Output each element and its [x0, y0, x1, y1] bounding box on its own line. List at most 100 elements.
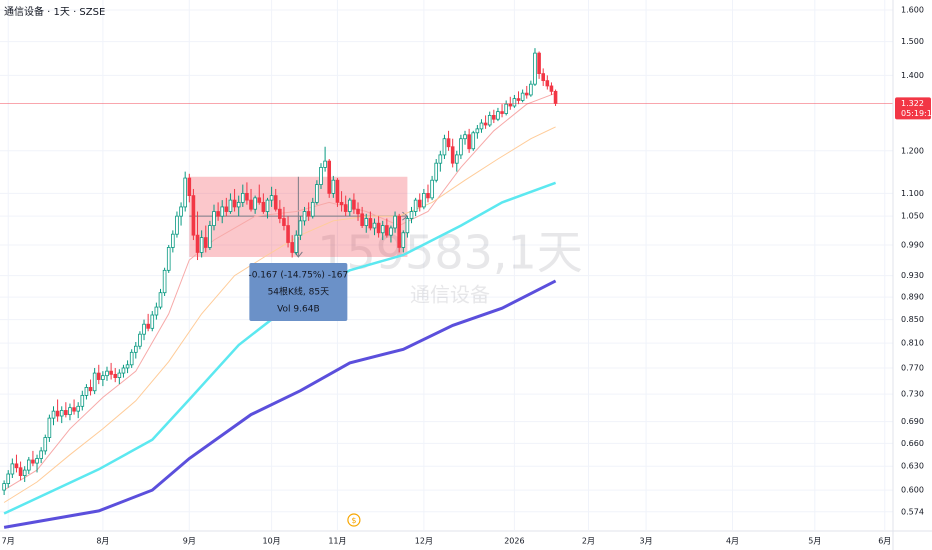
candle-body: [294, 234, 299, 253]
candle-body: [208, 225, 212, 248]
candle-body: [508, 103, 513, 107]
candle-body: [282, 218, 286, 226]
candle-body: [364, 218, 369, 226]
candle-body: [331, 179, 336, 194]
candle-body: [101, 375, 105, 380]
measure-tooltip-text: 54根K线, 85天: [268, 285, 330, 297]
candle-body: [166, 247, 171, 271]
candle-body: [175, 215, 179, 235]
candle-body: [417, 199, 422, 208]
event-marker-label: $: [351, 516, 356, 525]
candle-body: [553, 90, 558, 104]
candle-body: [64, 410, 68, 416]
candle-body: [278, 208, 282, 219]
x-tick-label: 6月: [878, 537, 891, 546]
moving-average: [3, 92, 556, 491]
watermark-subtitle: 通信设备: [410, 283, 490, 307]
candle-body: [438, 154, 443, 164]
candle-body: [245, 192, 249, 201]
candle-body: [125, 364, 130, 369]
candle-body: [302, 211, 307, 222]
candle-body: [14, 463, 19, 469]
candle-body: [504, 103, 508, 114]
y-tick-label: 0.660: [901, 439, 924, 448]
candle-body: [92, 372, 97, 392]
candle-body: [212, 211, 216, 226]
candle-body: [43, 437, 48, 452]
x-tick-label: 3月: [640, 537, 653, 546]
candle-body: [516, 98, 521, 101]
candle-body: [352, 199, 356, 210]
candle-body: [249, 199, 253, 210]
y-tick-label: 0.630: [901, 462, 924, 471]
candle-body: [409, 211, 414, 219]
y-tick-label: 1.600: [901, 5, 924, 14]
candle-body: [269, 195, 274, 201]
candle-body: [310, 201, 315, 217]
y-tick-label: 1.050: [901, 212, 924, 221]
candle-body: [393, 215, 397, 229]
x-tick-label: 12月: [415, 537, 433, 546]
candle-body: [154, 306, 159, 316]
candle-body: [240, 192, 245, 203]
y-tick-label: 1.200: [901, 146, 924, 155]
candle-body: [512, 98, 517, 107]
candle-body: [459, 138, 463, 156]
candle-body: [199, 237, 204, 253]
candle-body: [47, 417, 52, 438]
y-tick-label: 0.810: [901, 339, 924, 348]
x-tick-label: 9月: [183, 537, 196, 546]
x-tick-label: 11月: [328, 537, 346, 546]
y-tick-label: 0.690: [901, 417, 924, 426]
candle-body: [442, 138, 447, 156]
measure-tooltip: [249, 262, 348, 321]
candle-body: [84, 387, 89, 396]
candle-body: [483, 122, 488, 126]
moving-average: [3, 279, 557, 529]
candle-body: [356, 208, 360, 215]
candle-body: [105, 370, 109, 377]
candle-body: [220, 206, 225, 217]
event-marker[interactable]: [347, 513, 361, 527]
candle-body: [134, 345, 138, 353]
candle-body: [290, 242, 294, 253]
candle-body: [142, 323, 146, 335]
candle-body: [315, 184, 319, 203]
candle-body: [18, 467, 23, 477]
candle-body: [150, 314, 155, 329]
candle-body: [129, 351, 134, 366]
candle-body: [475, 128, 480, 134]
candle-body: [171, 233, 175, 248]
last-price-tag: [895, 97, 931, 120]
candle-body: [117, 372, 122, 379]
y-tick-label: 0.574: [901, 507, 924, 516]
candle-body: [216, 211, 220, 217]
y-tick-label: 0.770: [901, 363, 924, 372]
candle-body: [368, 218, 373, 229]
candle-body: [224, 206, 229, 212]
candle-body: [380, 225, 385, 234]
measure-tooltip-text: -0.167 (-14.75%) -167: [248, 270, 348, 280]
candle-body: [319, 166, 323, 185]
plot-area: -0.167 (-14.75%) -167 54根K线, 85天 Vol 9.64B: [0, 48, 893, 529]
candle-body: [179, 206, 183, 217]
candle-body: [405, 218, 410, 234]
candle-body: [236, 201, 241, 208]
candle-body: [537, 52, 541, 75]
candle-body: [146, 323, 150, 329]
axes: 1.600 1.500 1.400 1.200 1.100 1.050 0.990 0.930…: [2, 5, 932, 545]
candle-body: [376, 222, 381, 234]
candle-body: [232, 199, 237, 208]
y-tick-label: 0.990: [901, 240, 924, 249]
candle-body: [55, 410, 60, 417]
countdown-label: 05:19:19: [901, 109, 932, 118]
candle-body: [257, 197, 262, 203]
candle-body: [343, 204, 348, 212]
candle-body: [306, 211, 311, 217]
candle-body: [446, 138, 451, 148]
candle-body: [2, 483, 6, 491]
candle-body: [51, 410, 56, 419]
